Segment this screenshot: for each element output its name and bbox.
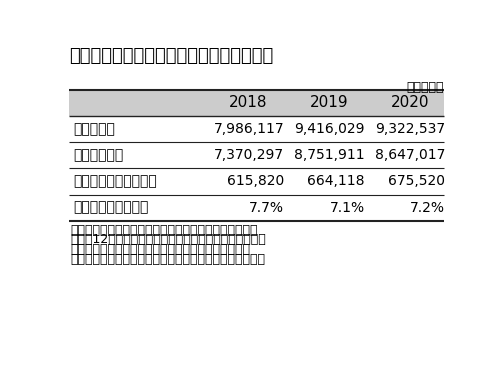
Text: 8,751,911: 8,751,911 [294, 148, 365, 162]
Text: （出所）有価証券報告書を基に医薬産業政策研究所で作成: （出所）有価証券報告書を基に医薬産業政策研究所で作成 [70, 253, 265, 265]
Text: 7.1%: 7.1% [330, 200, 365, 215]
Text: 664,118: 664,118 [307, 174, 365, 188]
Text: 表１　研究開発型国内製薬企業の収益分解: 表１ 研究開発型国内製薬企業の収益分解 [68, 47, 273, 65]
Text: 8,647,017: 8,647,017 [375, 148, 446, 162]
Text: 製商品の販売: 製商品の販売 [74, 148, 124, 162]
Text: 7.7%: 7.7% [249, 200, 284, 215]
Bar [68, 90, 444, 116]
Text: 7.2%: 7.2% [410, 200, 446, 215]
Text: ライセンス供与の収益: ライセンス供与の収益 [74, 174, 157, 188]
Text: し、12社の合算値である。ライセンス収益比率は連結: し、12社の合算値である。ライセンス収益比率は連結 [70, 233, 266, 246]
Text: 615,820: 615,820 [227, 174, 284, 188]
Text: 7,370,297: 7,370,297 [214, 148, 284, 162]
Text: 売上高におけるライセンス供与の収益の比率を示す: 売上高におけるライセンス供与の収益の比率を示す [70, 243, 250, 256]
Text: 9,322,537: 9,322,537 [375, 122, 446, 136]
Text: 注：いずれも医療用医薬品事業セグメントの収益額を示: 注：いずれも医療用医薬品事業セグメントの収益額を示 [70, 224, 258, 237]
Text: 7,986,117: 7,986,117 [214, 122, 284, 136]
Text: 連結売上高: 連結売上高 [74, 122, 115, 136]
Text: 2020: 2020 [390, 96, 429, 111]
Text: ライセンス収益比率: ライセンス収益比率 [74, 200, 148, 215]
Text: 2018: 2018 [229, 96, 268, 111]
Text: （百万円）: （百万円） [406, 80, 444, 94]
Text: 675,520: 675,520 [388, 174, 446, 188]
Text: 9,416,029: 9,416,029 [294, 122, 365, 136]
Text: 2019: 2019 [310, 96, 348, 111]
